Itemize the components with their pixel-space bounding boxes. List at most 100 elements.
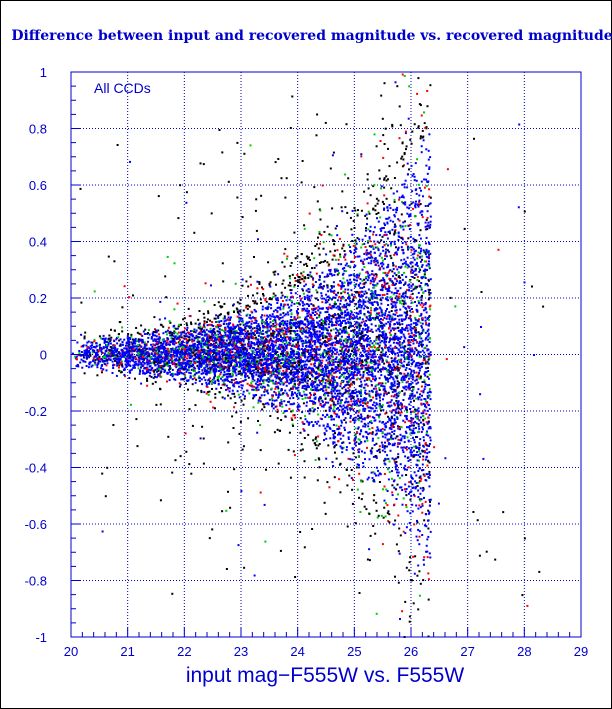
- data-point: [293, 353, 296, 356]
- data-point: [251, 376, 254, 379]
- data-point: [298, 278, 301, 281]
- data-point: [361, 238, 364, 241]
- data-point: [429, 252, 432, 255]
- data-point: [243, 566, 246, 569]
- data-point: [363, 266, 366, 268]
- data-point: [360, 343, 363, 345]
- data-point: [220, 341, 223, 344]
- data-point: [383, 485, 386, 488]
- data-point: [303, 303, 306, 306]
- data-point: [179, 363, 182, 366]
- data-point: [386, 439, 389, 442]
- data-point: [285, 333, 288, 336]
- data-point: [420, 325, 423, 327]
- data-point: [390, 303, 393, 306]
- data-point: [340, 356, 343, 359]
- data-point: [345, 342, 348, 345]
- data-point: [151, 361, 154, 364]
- data-point: [283, 376, 286, 379]
- data-point: [412, 602, 415, 605]
- data-point: [324, 299, 327, 302]
- data-point: [400, 446, 403, 449]
- data-point: [393, 253, 396, 256]
- data-point: [359, 316, 361, 319]
- data-point: [211, 334, 214, 337]
- data-point: [152, 354, 155, 357]
- data-point: [221, 379, 224, 382]
- data-point: [346, 361, 349, 364]
- data-point: [175, 342, 178, 344]
- data-point: [251, 362, 254, 365]
- data-point: [257, 420, 259, 422]
- data-point: [385, 502, 387, 505]
- data-point: [272, 322, 275, 325]
- data-point: [383, 244, 386, 247]
- data-point: [397, 581, 400, 584]
- data-point: [373, 257, 376, 260]
- data-point: [269, 356, 272, 359]
- data-point: [392, 359, 395, 362]
- data-point: [379, 140, 382, 142]
- data-point: [428, 133, 431, 136]
- data-point: [378, 481, 381, 483]
- data-point: [413, 123, 416, 126]
- data-point: [428, 253, 430, 256]
- data-point: [401, 238, 404, 241]
- data-point: [202, 437, 205, 440]
- data-point: [422, 412, 425, 414]
- data-point: [372, 296, 375, 299]
- data-point: [356, 410, 359, 412]
- data-point: [335, 443, 338, 446]
- data-point: [391, 371, 394, 374]
- data-point: [392, 293, 395, 296]
- data-point: [221, 376, 224, 378]
- data-point: [354, 388, 357, 391]
- data-point: [293, 371, 296, 374]
- data-point: [132, 294, 134, 297]
- data-point: [244, 325, 247, 328]
- data-point: [393, 409, 396, 412]
- data-point: [396, 352, 399, 355]
- data-point: [290, 394, 293, 397]
- data-point: [182, 347, 185, 350]
- data-point: [418, 543, 421, 546]
- data-point: [336, 351, 339, 354]
- data-point: [417, 77, 420, 80]
- data-point: [276, 360, 279, 363]
- data-point: [360, 385, 363, 388]
- data-point: [190, 323, 193, 326]
- data-point: [188, 315, 191, 317]
- data-point: [168, 320, 171, 323]
- data-point: [373, 286, 376, 289]
- data-point: [213, 373, 216, 376]
- data-point: [254, 382, 257, 385]
- data-point: [379, 407, 382, 410]
- data-point: [370, 328, 373, 331]
- data-point: [375, 402, 378, 405]
- data-point: [160, 351, 163, 354]
- data-point: [84, 360, 87, 363]
- data-point: [395, 396, 398, 399]
- data-point: [354, 363, 357, 366]
- data-point: [419, 137, 422, 140]
- data-point: [334, 302, 337, 305]
- data-point: [94, 359, 97, 362]
- data-point: [387, 370, 390, 373]
- data-point: [406, 206, 409, 209]
- data-point: [118, 333, 120, 336]
- data-point: [370, 371, 373, 374]
- data-point: [348, 274, 351, 277]
- data-point: [173, 327, 176, 330]
- data-point: [389, 449, 392, 452]
- data-point: [180, 371, 182, 374]
- data-point: [318, 379, 321, 382]
- data-point: [271, 405, 273, 408]
- data-point: [274, 405, 277, 408]
- data-point: [85, 344, 88, 347]
- data-point: [425, 323, 428, 326]
- data-point: [135, 347, 138, 350]
- data-point: [173, 330, 176, 333]
- data-point: [270, 364, 273, 367]
- data-point: [427, 334, 430, 337]
- data-point: [253, 574, 256, 577]
